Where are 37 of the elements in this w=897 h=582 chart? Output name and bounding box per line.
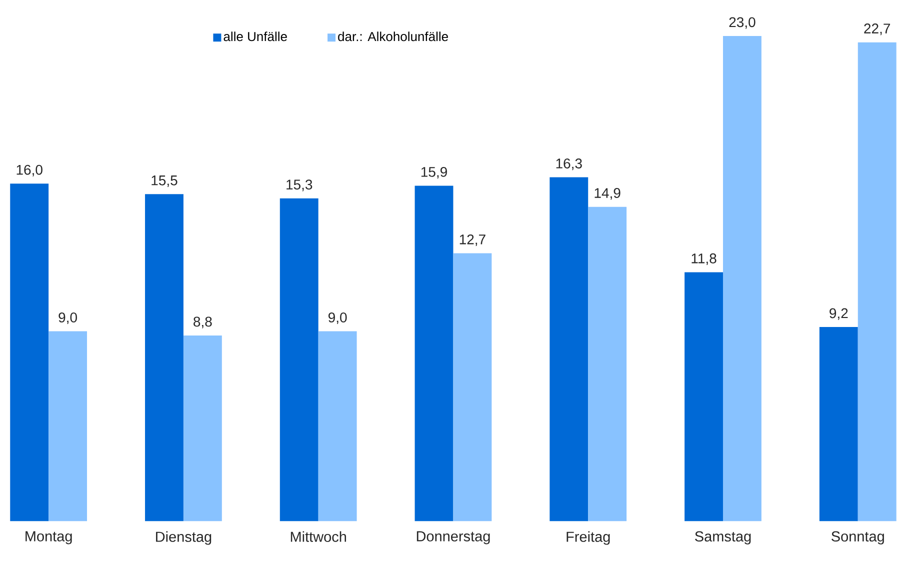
bar <box>318 331 357 521</box>
x-tick-label: Mittwoch <box>290 531 346 542</box>
bar <box>453 253 492 521</box>
data-label: 9,0 <box>328 312 347 324</box>
data-label: 8,8 <box>194 316 212 328</box>
x-tick-label: Samstag <box>695 531 751 544</box>
x-tick-label: Donnerstag <box>416 531 490 544</box>
bar <box>10 184 49 521</box>
x-tick-label: Montag <box>26 531 72 544</box>
bar <box>723 36 762 521</box>
data-label: 14,9 <box>594 188 620 200</box>
data-label: 22,7 <box>864 23 890 35</box>
x-tick-label: Freitag <box>566 531 610 545</box>
bar <box>183 335 222 521</box>
legend-label: dar.: Alkoholunfälle <box>338 31 448 42</box>
bar <box>684 272 723 521</box>
bar <box>819 326 858 521</box>
data-label: 15,3 <box>286 179 312 192</box>
legend-label: alle Unfälle <box>224 31 287 42</box>
bar <box>588 206 627 521</box>
data-label: 9,2 <box>830 308 848 320</box>
bar <box>48 331 88 521</box>
bar <box>145 194 184 521</box>
data-label: 11,8 <box>692 253 716 265</box>
data-label: 12,7 <box>460 234 486 246</box>
x-tick-label: Sonntag <box>832 531 884 544</box>
data-label: 16,3 <box>556 158 582 170</box>
data-label: 23,0 <box>729 17 756 29</box>
data-label: 15,9 <box>421 166 447 178</box>
data-label: 16,0 <box>16 164 42 176</box>
data-label: 15,5 <box>152 175 178 187</box>
data-label: 9,0 <box>58 312 77 324</box>
bar <box>414 186 454 521</box>
bar <box>858 42 896 521</box>
x-tick-label: Dienstag <box>156 531 212 545</box>
bar <box>550 177 588 521</box>
bar <box>280 198 318 521</box>
